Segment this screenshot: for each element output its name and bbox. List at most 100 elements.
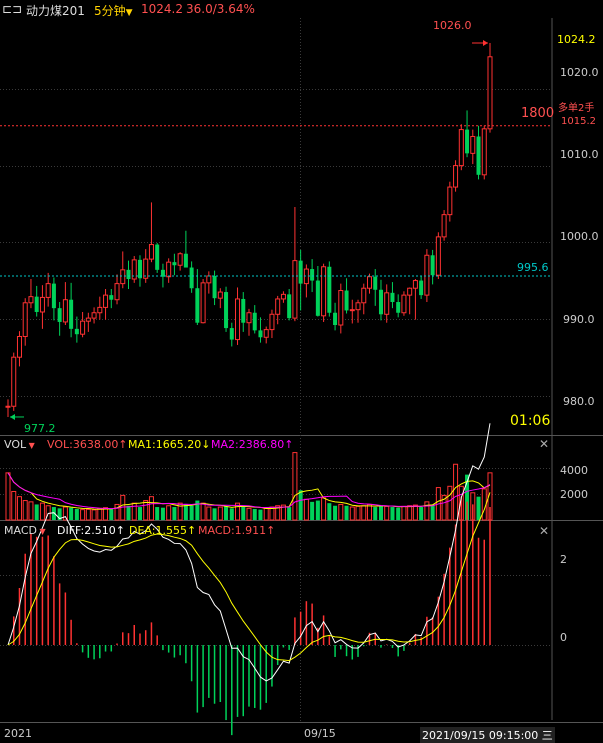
volume-bar <box>349 506 355 521</box>
volume-bar <box>16 496 22 521</box>
y-tick: 1010.0 <box>560 148 599 161</box>
volume-bar <box>183 504 188 520</box>
volume-bar <box>91 509 97 521</box>
vol-ma1: MA1:1665.20↓ <box>128 438 211 451</box>
candle-body <box>447 186 453 216</box>
candle-body <box>275 298 281 315</box>
candle-body <box>435 236 441 276</box>
candle-body <box>280 293 286 300</box>
volume-bar <box>246 507 252 521</box>
volume-bar <box>148 496 154 521</box>
candle-body <box>441 214 447 238</box>
volume-bar <box>384 505 390 521</box>
y-tick: 990.0 <box>563 313 595 326</box>
candle-body <box>366 276 373 289</box>
volume-bar <box>85 508 91 521</box>
candle-body <box>69 299 74 329</box>
order-line-label[interactable]: 1800 <box>521 106 555 121</box>
chart-icon[interactable]: ⊏⊐ <box>2 2 23 16</box>
candle-body <box>298 260 303 284</box>
candle-body <box>172 262 177 266</box>
candle-body <box>401 294 407 314</box>
candle-body <box>51 283 56 309</box>
volume-bar <box>34 504 39 520</box>
symbol-label[interactable]: 动力煤201 <box>26 4 85 18</box>
candle-body <box>258 330 263 338</box>
candle-body <box>465 129 470 154</box>
candle-body <box>166 261 172 278</box>
candle-body <box>453 165 459 188</box>
volume-bar <box>378 505 383 520</box>
candle-body <box>224 292 229 329</box>
volume-bar <box>51 507 56 520</box>
volume-bar <box>419 507 424 520</box>
volume-bar <box>217 506 223 521</box>
volume-bar <box>224 506 229 520</box>
candle-body <box>344 290 349 311</box>
y-tick: 1000.0 <box>560 230 599 243</box>
vol-ma1-line <box>7 472 491 510</box>
candle-body <box>74 328 79 335</box>
volume-bar <box>57 508 62 520</box>
volume-bar <box>143 500 149 521</box>
candle-body <box>120 269 126 285</box>
candle-body <box>131 259 137 280</box>
volume-bar <box>22 500 28 521</box>
volume-bar <box>103 507 109 521</box>
volume-bar <box>361 505 367 521</box>
macd-dea-line <box>7 492 491 662</box>
macd-indicator-dropdown[interactable]: MACD ▼ <box>4 524 46 537</box>
candle-body <box>390 292 395 303</box>
volume-bar <box>69 507 74 520</box>
macd-diff: DIFF:2.510↑ <box>57 524 125 537</box>
volume-bar <box>80 509 86 521</box>
candle-body <box>349 309 355 312</box>
candle-body <box>114 283 120 301</box>
macd-diff-line <box>7 423 491 682</box>
close-icon[interactable]: ✕ <box>539 437 550 451</box>
candle-body <box>361 287 367 304</box>
candle-body <box>263 329 269 338</box>
volume-bar <box>258 509 263 520</box>
volume-bar <box>172 507 177 520</box>
macd-tick: 0 <box>560 631 567 644</box>
period-dropdown[interactable]: 5分钟▼ <box>94 2 133 19</box>
volume-bar <box>195 500 200 520</box>
candle-body <box>229 328 234 340</box>
ref-line-label: 995.6 <box>517 261 549 274</box>
vol-indicator-dropdown[interactable]: VOL ▼ <box>4 438 35 451</box>
volume-bar <box>263 507 269 521</box>
candle-body <box>315 280 320 316</box>
y-tick: 1020.0 <box>560 66 599 79</box>
high-marker-arrow <box>483 39 488 46</box>
volume-bar <box>412 504 418 521</box>
candle-body <box>384 292 390 315</box>
macd-tick: 2 <box>560 553 567 566</box>
volume-bar <box>280 504 286 521</box>
candle-body <box>252 312 257 331</box>
candle-body <box>28 296 34 304</box>
candle-body <box>148 244 154 260</box>
macd-dea: DEA:1.555↑ <box>129 524 197 537</box>
volume-bar <box>109 508 114 520</box>
vol-tick: 2000 <box>560 488 588 501</box>
volume-bar <box>321 497 327 521</box>
price-label: 1024.2 <box>141 2 183 16</box>
volume-bar <box>430 504 435 520</box>
volume-bar <box>235 502 241 521</box>
candle-body <box>481 128 487 176</box>
candle-body <box>246 312 252 324</box>
change-label: 36.0/3.64% <box>186 2 255 16</box>
volume-bar <box>131 502 137 521</box>
volume-bar <box>177 502 183 521</box>
candle-body <box>292 260 298 319</box>
chevron-down-icon: ▼ <box>26 441 35 450</box>
candle-body <box>137 259 142 279</box>
volume-bar <box>287 507 292 520</box>
close-icon[interactable]: ✕ <box>539 524 550 538</box>
volume-bar <box>453 463 459 521</box>
candle-body <box>212 275 217 299</box>
candle-body <box>45 283 51 298</box>
volume-bar <box>269 506 275 521</box>
